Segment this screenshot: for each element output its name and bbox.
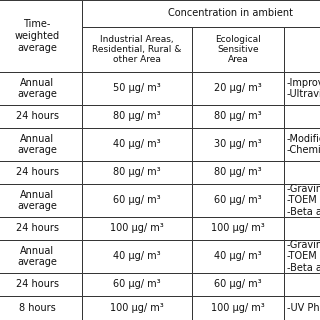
Text: -Improve
-Ultravio: -Improve -Ultravio (287, 77, 320, 99)
Bar (284, 27, 320, 72)
Text: 30 μg/ m³: 30 μg/ m³ (214, 140, 262, 149)
Text: 40 μg/ m³: 40 μg/ m³ (113, 252, 161, 261)
Text: 40 μg/ m³: 40 μg/ m³ (214, 252, 262, 261)
Text: 60 μg/ m³: 60 μg/ m³ (214, 279, 262, 290)
Text: 60 μg/ m³: 60 μg/ m³ (214, 196, 262, 205)
Text: 24 hours: 24 hours (15, 223, 59, 233)
Bar (0, 128, 82, 161)
Text: 24 hours: 24 hours (15, 279, 59, 290)
Bar (82, 0, 320, 27)
Bar (82, 273, 192, 296)
Bar (82, 161, 192, 184)
Text: Annual
average: Annual average (17, 190, 57, 211)
Bar (82, 128, 192, 161)
Bar (192, 296, 284, 320)
Bar (192, 161, 284, 184)
Text: 60 μg/ m³: 60 μg/ m³ (113, 279, 161, 290)
Bar (284, 240, 320, 273)
Bar (82, 105, 192, 128)
Bar (192, 184, 284, 217)
Text: -Modified
-Chemilu: -Modified -Chemilu (287, 133, 320, 155)
Text: 50 μg/ m³: 50 μg/ m³ (113, 83, 161, 93)
Text: 20 μg/ m³: 20 μg/ m³ (214, 83, 262, 93)
Bar (0, 217, 82, 240)
Bar (284, 72, 320, 105)
Text: 100 μg/ m³: 100 μg/ m³ (110, 303, 164, 313)
Text: -UV Phot: -UV Phot (287, 303, 320, 313)
Text: 80 μg/ m³: 80 μg/ m³ (214, 111, 262, 121)
Bar (82, 240, 192, 273)
Bar (192, 27, 284, 72)
Text: 100 μg/ m³: 100 μg/ m³ (211, 223, 265, 233)
Text: 60 μg/ m³: 60 μg/ m³ (113, 196, 161, 205)
Bar (192, 72, 284, 105)
Bar (0, 161, 82, 184)
Bar (82, 296, 192, 320)
Bar (192, 105, 284, 128)
Text: -Gravime
-TOEM
-Beta atte: -Gravime -TOEM -Beta atte (287, 240, 320, 273)
Text: -Gravime
-TOEM
-Beta atte: -Gravime -TOEM -Beta atte (287, 184, 320, 217)
Text: Concentration in ambient: Concentration in ambient (169, 8, 293, 19)
Bar (284, 105, 320, 128)
Text: 80 μg/ m³: 80 μg/ m³ (214, 167, 262, 177)
Text: Annual
average: Annual average (17, 77, 57, 99)
Bar (192, 273, 284, 296)
Bar (284, 273, 320, 296)
Text: Annual
average: Annual average (17, 246, 57, 267)
Text: Ecological
Sensitive
Area: Ecological Sensitive Area (215, 35, 261, 64)
Bar (0, 0, 82, 72)
Text: 100 μg/ m³: 100 μg/ m³ (211, 303, 265, 313)
Bar (192, 128, 284, 161)
Text: Time-
weighted
average: Time- weighted average (14, 20, 60, 53)
Bar (0, 184, 82, 217)
Text: 80 μg/ m³: 80 μg/ m³ (113, 167, 161, 177)
Bar (0, 273, 82, 296)
Bar (0, 296, 82, 320)
Bar (0, 105, 82, 128)
Bar (192, 217, 284, 240)
Bar (0, 240, 82, 273)
Bar (82, 27, 192, 72)
Text: Annual
average: Annual average (17, 133, 57, 155)
Bar (82, 217, 192, 240)
Text: 24 hours: 24 hours (15, 167, 59, 177)
Text: 100 μg/ m³: 100 μg/ m³ (110, 223, 164, 233)
Bar (284, 161, 320, 184)
Bar (284, 296, 320, 320)
Text: 8 hours: 8 hours (19, 303, 55, 313)
Bar (82, 72, 192, 105)
Bar (284, 184, 320, 217)
Text: 80 μg/ m³: 80 μg/ m³ (113, 111, 161, 121)
Bar (284, 217, 320, 240)
Bar (82, 184, 192, 217)
Bar (0, 72, 82, 105)
Bar (192, 240, 284, 273)
Text: 40 μg/ m³: 40 μg/ m³ (113, 140, 161, 149)
Text: Industrial Areas,
Residential, Rural &
other Area: Industrial Areas, Residential, Rural & o… (92, 35, 182, 64)
Text: 24 hours: 24 hours (15, 111, 59, 121)
Bar (284, 128, 320, 161)
